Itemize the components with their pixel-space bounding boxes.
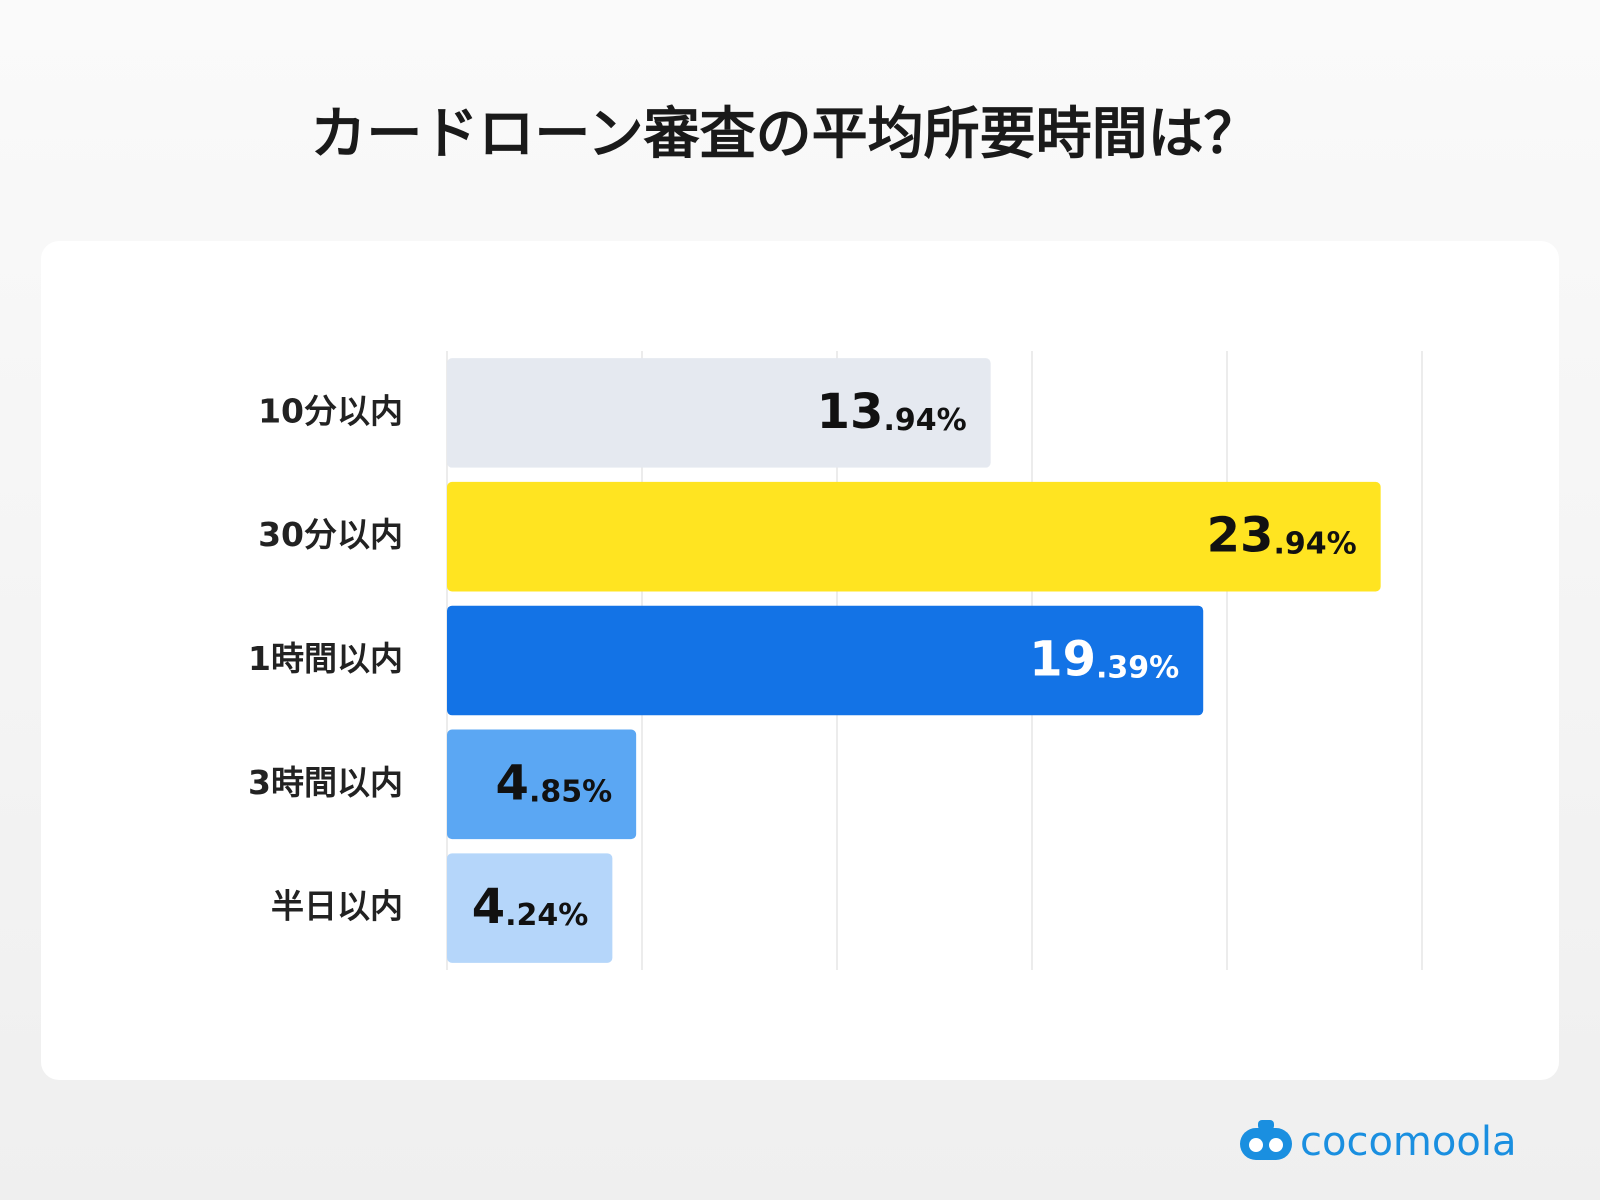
y-tick-label: 10分以内 bbox=[258, 391, 403, 430]
y-tick-label: 1時間以内 bbox=[248, 639, 403, 678]
value-label-frac: .85% bbox=[529, 774, 612, 809]
value-label: 4.85% bbox=[496, 755, 613, 811]
value-label-int: 4 bbox=[472, 879, 505, 935]
bar bbox=[447, 853, 613, 963]
value-label-int: 19 bbox=[1029, 632, 1096, 688]
logo-icon bbox=[1240, 1128, 1292, 1160]
y-tick-label: 30分以内 bbox=[258, 515, 403, 554]
value-label-int: 23 bbox=[1207, 508, 1274, 564]
logo: cocomoola bbox=[1240, 1119, 1516, 1165]
value-label: 4.24% bbox=[472, 879, 589, 935]
logo-eye bbox=[1249, 1138, 1263, 1152]
bar bbox=[447, 358, 991, 468]
y-tick-label: 3時間以内 bbox=[248, 763, 403, 802]
value-label-frac: .94% bbox=[1273, 526, 1356, 561]
logo-icon-top bbox=[1258, 1120, 1274, 1130]
value-label-frac: .24% bbox=[505, 898, 588, 933]
value-label-int: 4 bbox=[496, 755, 529, 811]
value-label: 13.94% bbox=[817, 384, 967, 440]
logo-eye bbox=[1269, 1138, 1283, 1152]
bar bbox=[447, 481, 1381, 592]
value-label: 19.39% bbox=[1029, 632, 1179, 688]
value-label-int: 13 bbox=[817, 384, 884, 440]
logo-text: cocomoola bbox=[1300, 1119, 1516, 1165]
y-tick-label: 半日以内 bbox=[271, 887, 403, 926]
bar bbox=[447, 605, 1204, 716]
chart-title: カードローン審査の平均所要時間は？ bbox=[310, 102, 1259, 167]
bar bbox=[447, 729, 637, 840]
value-label-frac: .39% bbox=[1096, 650, 1179, 685]
value-label-frac: .94% bbox=[883, 402, 966, 437]
value-label: 23.94% bbox=[1207, 508, 1357, 564]
